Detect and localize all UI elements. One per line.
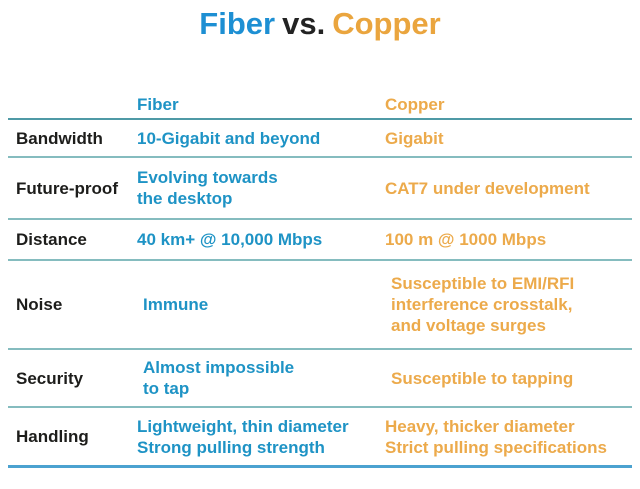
table-row-bandwidth: Bandwidth 10-Gigabit and beyond Gigabit [8,120,632,158]
copper-value: Susceptible to tapping [391,368,574,388]
fiber-value: Almost impossible to tap [143,358,295,398]
table-row-security: Security Almost impossible to tap Suscep… [8,350,632,408]
copper-value: Heavy, thicker diameter Strict pulling s… [385,416,607,457]
fiber-value: Lightweight, thin diameter Strong pullin… [137,416,349,457]
table-row-future-proof: Future-proof Evolving towards the deskto… [8,158,632,220]
page-title: Fiber vs. Copper [0,6,640,42]
title-word-copper: Copper [332,6,441,41]
table-header-row: Fiber Copper [8,86,632,120]
column-header-fiber: Fiber [137,95,179,114]
row-label: Bandwidth [16,128,103,148]
row-label: Future-proof [16,178,118,198]
copper-value: 100 m @ 1000 Mbps [385,230,547,249]
title-word-fiber: Fiber [199,6,276,41]
copper-value: Susceptible to EMI/RFI interference cros… [391,274,575,335]
table-row-noise: Noise Immune Susceptible to EMI/RFI inte… [8,261,632,350]
copper-value: Gigabit [385,128,444,148]
row-label: Security [16,368,84,388]
copper-value: CAT7 under development [385,178,590,198]
title-word-vs: vs. [282,6,326,41]
table-row-handling: Handling Lightweight, thin diameter Stro… [8,408,632,468]
column-header-copper: Copper [385,95,445,114]
row-label: Noise [16,295,63,314]
row-label: Distance [16,230,87,249]
fiber-value: 10-Gigabit and beyond [137,128,321,148]
fiber-value: Immune [143,295,209,314]
comparison-table: Fiber Copper Bandwidth 10-Gigabit and be… [8,86,632,468]
row-label: Handling [16,427,89,446]
fiber-value: 40 km+ @ 10,000 Mbps [137,230,323,249]
table-row-distance: Distance 40 km+ @ 10,000 Mbps 100 m @ 10… [8,220,632,261]
fiber-value: Evolving towards the desktop [137,168,278,208]
